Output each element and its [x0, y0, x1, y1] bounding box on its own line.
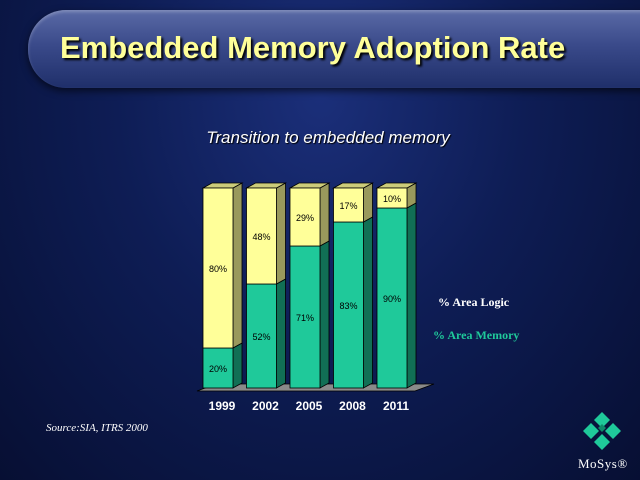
- logo-text: MoSys®: [578, 456, 628, 471]
- bar-logic-side: [232, 182, 243, 349]
- data-label-memory: 20%: [209, 364, 227, 374]
- data-label-memory: 90%: [383, 294, 401, 304]
- bar-logic: [246, 187, 277, 285]
- x-tick-label: 2002: [252, 399, 279, 413]
- x-tick-label: 2005: [296, 399, 323, 413]
- x-tick-label: 1999: [209, 399, 236, 413]
- bar-memory: [376, 207, 408, 389]
- source-note: Source:SIA, ITRS 2000: [46, 422, 148, 434]
- slide-title: Embedded Memory Adoption Rate: [60, 30, 566, 65]
- bar-memory-side: [319, 240, 330, 389]
- data-label-memory: 83%: [339, 301, 357, 311]
- bar-memory-side: [406, 202, 417, 389]
- legend-logic: % Area Logic: [438, 295, 510, 309]
- bar-memory: [246, 283, 277, 389]
- bar-logic: [333, 187, 364, 223]
- data-label-memory: 71%: [296, 313, 314, 323]
- data-label-memory: 52%: [252, 332, 270, 342]
- data-label-logic: 29%: [296, 213, 314, 223]
- data-label-logic: 80%: [209, 264, 227, 274]
- bar-logic-side: [363, 182, 373, 223]
- bar-logic: [376, 187, 408, 209]
- bar-memory: [289, 245, 321, 389]
- data-label-logic: 10%: [383, 194, 401, 204]
- data-label-logic: 17%: [339, 201, 357, 211]
- bar-memory: [333, 221, 364, 389]
- chart-title: Transition to embedded memory: [206, 128, 450, 147]
- bar-logic: [289, 187, 321, 247]
- x-tick-label: 2011: [383, 399, 409, 413]
- bar-logic: [202, 187, 234, 349]
- bar-memory-side: [276, 278, 286, 389]
- data-label-logic: 48%: [252, 232, 270, 242]
- bar-logic-side: [319, 182, 330, 247]
- bar-logic-side: [276, 182, 286, 285]
- mosys-logo-icon: [583, 412, 621, 450]
- bar-memory-side: [363, 216, 373, 389]
- x-tick-label: 2008: [339, 399, 366, 413]
- legend-memory: % Area Memory: [433, 328, 520, 342]
- title-banner: [28, 10, 640, 88]
- bar-memory-side: [232, 342, 243, 389]
- bar-memory: [202, 347, 234, 389]
